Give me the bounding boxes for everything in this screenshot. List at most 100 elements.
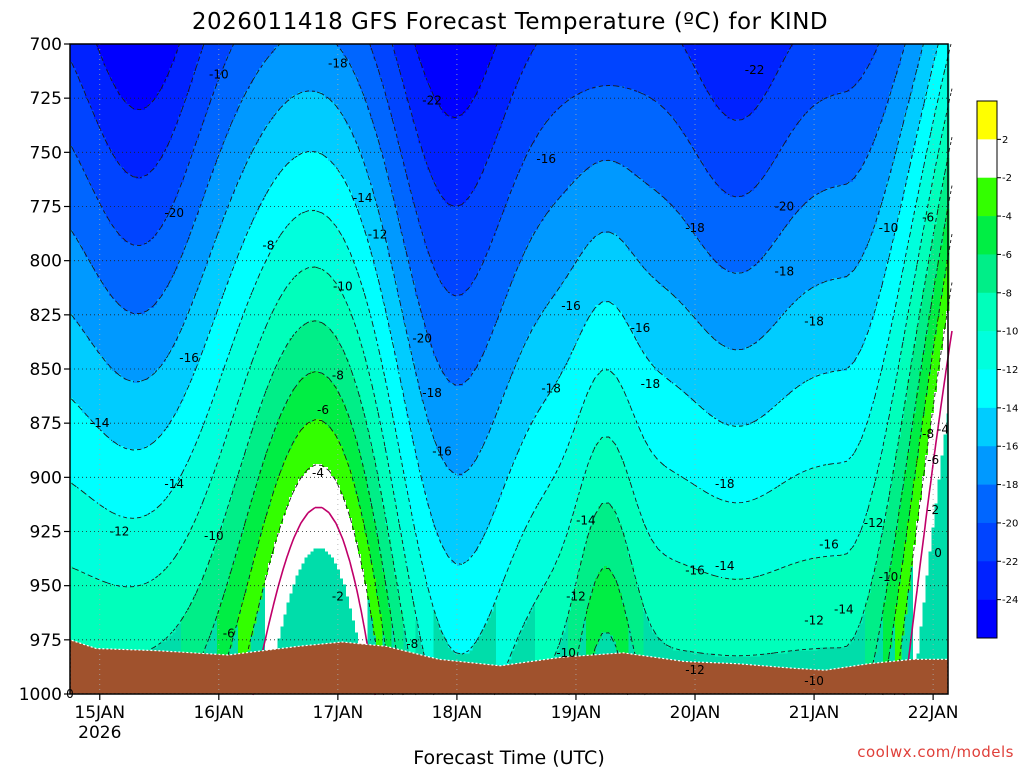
colorbar-swatch xyxy=(977,139,997,179)
temperature-band xyxy=(247,44,251,90)
temperature-band xyxy=(694,152,698,237)
temperature-band xyxy=(577,416,581,495)
temperature-band xyxy=(697,239,701,324)
temperature-band xyxy=(238,470,242,543)
temperature-band xyxy=(670,293,674,384)
temperature-band xyxy=(586,170,590,246)
temperature-band xyxy=(691,401,695,486)
temperature-band xyxy=(844,278,848,372)
temperature-band xyxy=(850,44,854,90)
temperature-band xyxy=(361,224,365,288)
temperature-band xyxy=(622,461,626,534)
temperature-band xyxy=(775,488,779,570)
temperature-band xyxy=(697,569,701,654)
temperature-band xyxy=(805,470,809,561)
temperature-band xyxy=(712,101,716,180)
temperature-band xyxy=(454,296,458,387)
temperature-band xyxy=(412,122,416,204)
temperature-band xyxy=(640,599,644,684)
temperature-band xyxy=(205,569,209,645)
contour-line xyxy=(69,43,924,475)
temperature-band xyxy=(241,44,245,99)
temperature-band xyxy=(241,602,245,675)
temperature-band xyxy=(490,59,494,150)
temperature-band xyxy=(523,530,527,624)
temperature-band xyxy=(739,119,743,198)
temperature-band xyxy=(727,272,731,348)
temperature-band xyxy=(139,380,143,450)
temperature-band xyxy=(145,380,149,447)
temperature-band xyxy=(529,44,533,57)
temperature-band xyxy=(139,245,143,315)
temperature-band xyxy=(736,197,740,273)
temperature-band xyxy=(637,509,641,591)
temperature-band xyxy=(772,326,776,408)
temperature-band xyxy=(691,62,695,147)
temperature-band xyxy=(241,98,245,174)
temperature-band xyxy=(925,44,929,93)
temperature-band xyxy=(682,134,686,219)
temperature-band xyxy=(220,71,224,150)
temperature-band xyxy=(514,89,518,180)
temperature-band xyxy=(637,44,641,93)
temperature-band xyxy=(301,269,305,327)
temperature-band xyxy=(766,170,770,252)
temperature-band xyxy=(310,320,314,372)
temperature-band xyxy=(334,386,338,435)
temperature-band xyxy=(91,344,95,423)
temperature-band xyxy=(562,44,566,105)
temperature-band xyxy=(916,44,920,69)
temperature-band xyxy=(892,239,896,318)
temperature-band xyxy=(595,512,599,579)
temperature-band xyxy=(103,44,107,66)
temperature-band xyxy=(187,92,191,165)
colorbar-label: -22 xyxy=(1002,557,1018,568)
temperature-band xyxy=(646,95,650,186)
temperature-band xyxy=(787,44,791,51)
temperature-band xyxy=(112,299,116,372)
credit-text: coolwx.com/models xyxy=(857,743,1014,761)
temperature-band xyxy=(778,401,782,486)
temperature-band xyxy=(133,383,137,450)
temperature-band xyxy=(235,113,239,186)
temperature-band xyxy=(622,44,626,87)
temperature-band xyxy=(346,248,350,306)
temperature-band xyxy=(91,266,95,345)
temperature-band xyxy=(388,608,392,675)
temperature-band xyxy=(943,176,947,228)
temperature-band xyxy=(379,491,383,555)
temperature-band xyxy=(838,185,842,279)
temperature-band xyxy=(898,137,902,213)
temperature-band xyxy=(241,461,245,534)
y-tick-label: 1000 xyxy=(19,685,62,705)
temperature-band xyxy=(475,368,479,459)
temperature-band xyxy=(586,608,590,678)
temperature-band xyxy=(115,302,119,375)
temperature-band xyxy=(466,380,470,471)
temperature-band xyxy=(937,206,941,261)
temperature-band xyxy=(910,158,914,228)
temperature-band xyxy=(346,59,350,126)
temperature-band xyxy=(142,44,146,111)
temperature-band xyxy=(607,371,611,438)
temperature-band xyxy=(175,413,179,483)
temperature-band xyxy=(439,44,443,108)
temperature-band xyxy=(580,485,584,561)
temperature-band xyxy=(148,515,152,582)
temperature-band xyxy=(808,560,812,651)
temperature-band xyxy=(466,560,470,654)
contour-label: -10 xyxy=(333,280,353,294)
temperature-band xyxy=(760,338,764,417)
temperature-band xyxy=(253,218,257,288)
temperature-band xyxy=(931,239,935,297)
temperature-band xyxy=(595,443,599,513)
contour-label: -14 xyxy=(90,416,110,430)
temperature-band xyxy=(532,50,536,144)
temperature-band xyxy=(457,116,461,207)
temperature-band xyxy=(76,404,80,489)
temperature-band xyxy=(442,287,446,375)
temperature-band xyxy=(742,503,746,579)
temperature-band xyxy=(607,44,611,87)
temperature-band xyxy=(631,44,635,90)
temperature-band xyxy=(913,44,917,81)
